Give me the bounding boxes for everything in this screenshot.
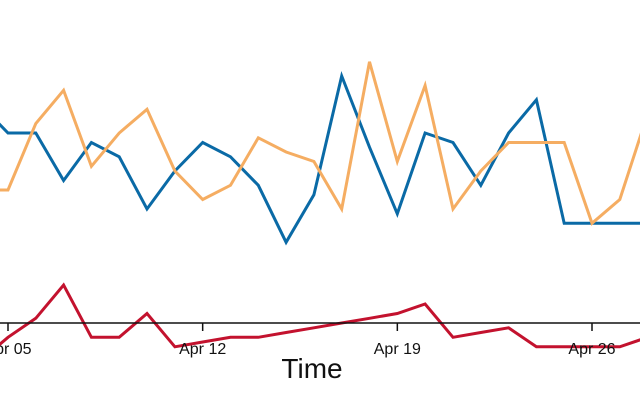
x-tick-label: Apr 26 (568, 341, 615, 358)
x-tick-label: Apr 05 (0, 341, 32, 358)
x-tick-label: Apr 12 (179, 341, 226, 358)
x-tick-label: Apr 19 (374, 341, 421, 358)
series-line-2 (0, 61, 640, 226)
x-axis-title: Time (281, 353, 342, 384)
series-line-1 (0, 70, 640, 246)
x-tick-layer: Apr 05 Apr 12 Apr 19 Apr 26 (0, 323, 616, 358)
series-line-3 (0, 282, 640, 349)
series-layer (0, 61, 640, 349)
